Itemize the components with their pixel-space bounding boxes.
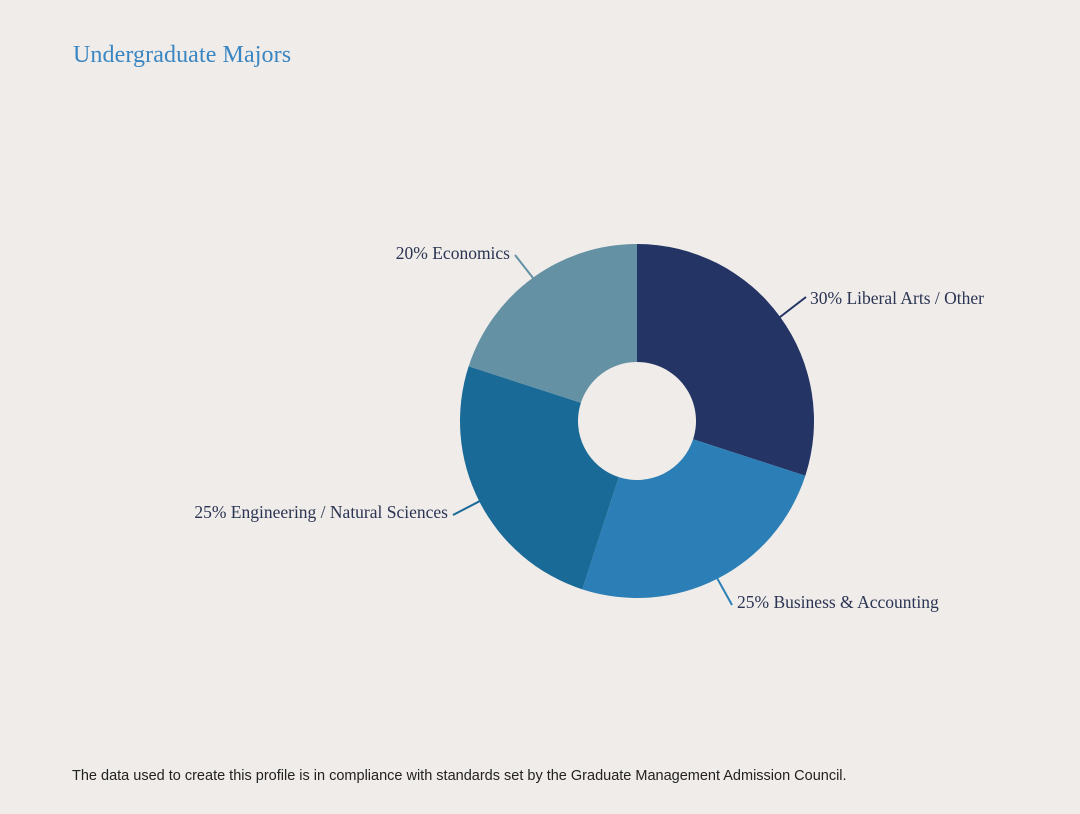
slice-label-engineering-natural-sciences: 25% Engineering / Natural Sciences bbox=[194, 502, 448, 522]
slice-label-liberal-arts-other: 30% Liberal Arts / Other bbox=[810, 288, 984, 308]
chart-slices bbox=[460, 244, 814, 598]
leader-line-business-accounting bbox=[715, 576, 733, 606]
leader-line-economics bbox=[514, 254, 535, 281]
page-title: Undergraduate Majors bbox=[73, 42, 292, 68]
slice-label-economics: 20% Economics bbox=[396, 243, 510, 263]
chart-leader-lines bbox=[452, 254, 807, 606]
slice-business-accounting bbox=[582, 439, 806, 598]
slice-label-business-accounting: 25% Business & Accounting bbox=[737, 592, 939, 612]
slice-economics bbox=[468, 244, 637, 403]
chart-labels: 30% Liberal Arts / Other 25% Business & A… bbox=[194, 243, 984, 612]
slice-liberal-arts-other bbox=[637, 244, 814, 476]
slice-engineering-natural-sciences bbox=[460, 366, 619, 590]
leader-line-liberal-arts-other bbox=[777, 296, 807, 319]
footnote: The data used to create this profile is … bbox=[72, 768, 847, 784]
leader-line-engineering-natural-sciences bbox=[452, 499, 482, 516]
